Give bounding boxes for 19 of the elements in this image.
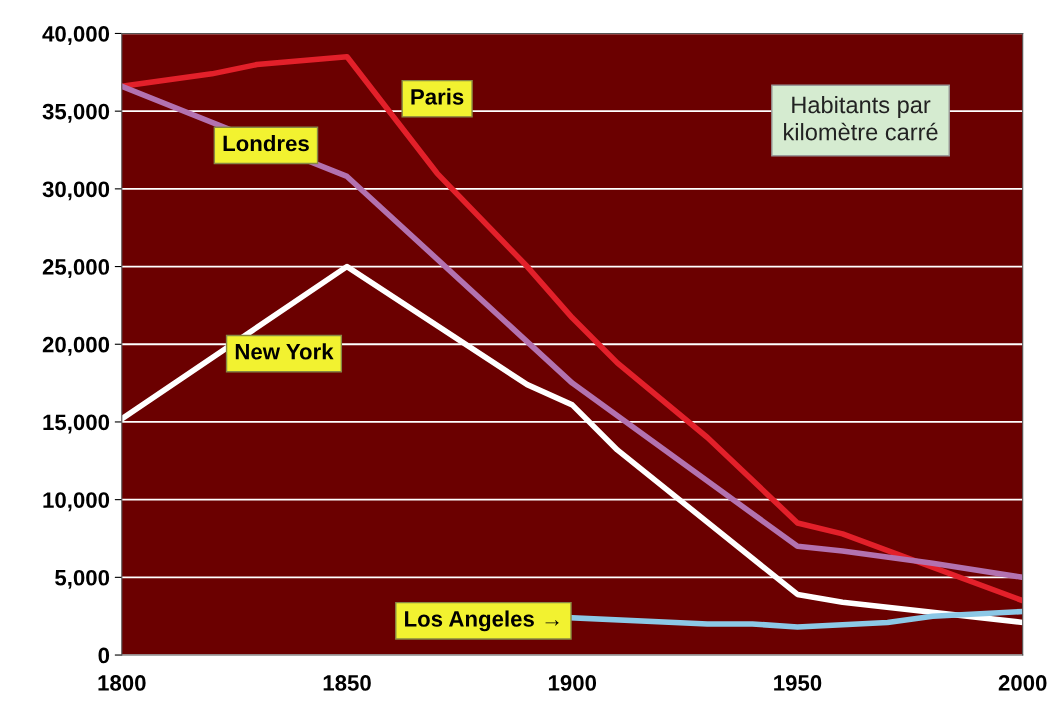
y-tick-label: 25,000 [42, 259, 110, 279]
y-tick-label: 15,000 [43, 414, 110, 434]
series-label: New York [235, 343, 334, 360]
y-tick-label: 20,000 [42, 336, 110, 356]
y-tick-label: 0 [98, 647, 110, 664]
x-tick-label: 1850 [323, 675, 371, 691]
y-tick-label: 30,000 [42, 181, 110, 201]
annotation: Habitants par kilomètre carré [784, 95, 938, 141]
x-tick-label: 1800 [98, 675, 146, 691]
y-tick-label: 10,000 [43, 492, 110, 512]
x-tick-label: 1900 [548, 675, 597, 691]
series-label: Los Angeles → [405, 610, 559, 632]
y-tick-label: 35,000 [42, 103, 110, 123]
y-tick-label: 5,000 [55, 569, 110, 589]
series-label: Londres [223, 134, 309, 152]
x-tick-label: 2000 [998, 675, 1047, 691]
series-label: Paris [411, 88, 464, 105]
y-tick-label: 40,000 [42, 26, 110, 45]
x-tick-label: 1950 [774, 675, 822, 691]
